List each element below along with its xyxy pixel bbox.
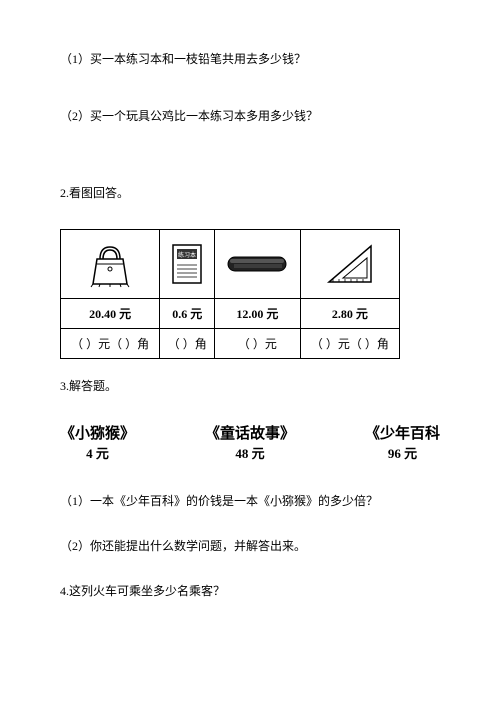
- price-2: 12.00 元: [215, 299, 301, 329]
- price-table: 练习本: [60, 229, 400, 359]
- price-1: 0.6 元: [160, 299, 215, 329]
- book-1: 《童话故事》 48 元: [205, 422, 295, 462]
- question-1b: （2）买一个玩具公鸡比一本练习本多用多少钱？: [60, 107, 440, 124]
- price-0: 20.40 元: [61, 299, 160, 329]
- item-bag-cell: [61, 230, 160, 299]
- bag-icon: [85, 239, 135, 289]
- triangle-ruler-icon: [323, 240, 377, 288]
- blank-3: （ ）元（ ）角: [300, 329, 399, 359]
- blank-1: （ ）角: [160, 329, 215, 359]
- item-triangle-cell: [300, 230, 399, 299]
- notebook-icon: 练习本: [169, 241, 205, 287]
- question-3a: （1）一本《少年百科》的价钱是一本《小猕猴》的多少倍？: [60, 492, 440, 509]
- question-1a: （1）买一本练习本和一枝铅笔共用去多少钱？: [60, 50, 440, 67]
- books-row: 《小猕猴》 4 元 《童话故事》 48 元 《少年百科 96 元: [60, 422, 440, 462]
- question-4: 4.这列火车可乘坐多少名乘客？: [60, 582, 440, 599]
- pencilcase-icon: [224, 249, 290, 279]
- book-0-price: 4 元: [60, 443, 135, 462]
- book-2: 《少年百科 96 元: [365, 422, 440, 462]
- question-3-title: 3.解答题。: [60, 377, 440, 394]
- blank-2: （ ）元: [215, 329, 301, 359]
- book-2-price: 96 元: [365, 443, 440, 462]
- book-1-title: 《童话故事》: [205, 422, 295, 443]
- book-0: 《小猕猴》 4 元: [60, 422, 135, 462]
- question-2-title: 2.看图回答。: [60, 184, 440, 201]
- book-1-price: 48 元: [205, 443, 295, 462]
- question-3b: （2）你还能提出什么数学问题，并解答出来。: [60, 537, 440, 554]
- blank-0: （ ）元（ ）角: [61, 329, 160, 359]
- book-0-title: 《小猕猴》: [60, 422, 135, 443]
- svg-text:练习本: 练习本: [178, 251, 196, 259]
- price-3: 2.80 元: [300, 299, 399, 329]
- item-notebook-cell: 练习本: [160, 230, 215, 299]
- book-2-title: 《少年百科: [365, 422, 440, 443]
- item-pencilcase-cell: [215, 230, 301, 299]
